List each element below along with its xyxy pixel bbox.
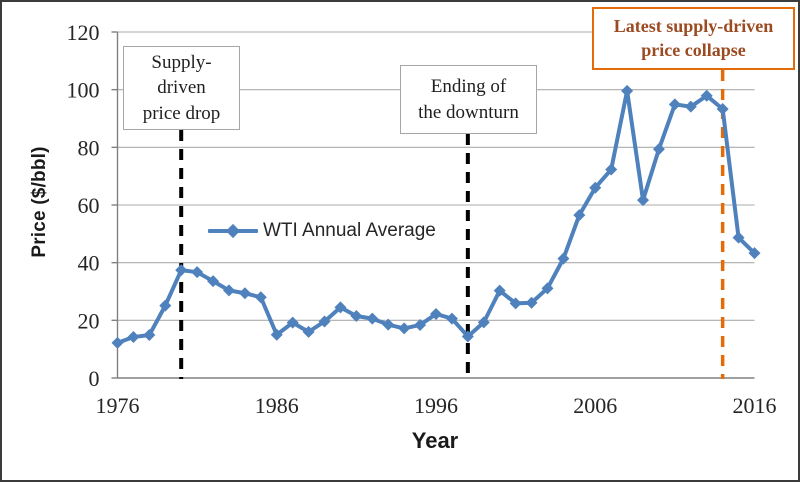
y-tick-label: 40 — [78, 251, 100, 276]
data-point-1979 — [159, 299, 172, 312]
legend: WTI Annual Average — [208, 220, 436, 242]
annotation-text: Supply- driven price drop — [142, 52, 221, 124]
data-point-1981 — [191, 266, 204, 279]
annotation-ending-of-downturn: Ending of the downturn — [400, 65, 537, 134]
annotation-text: Ending of the downturn — [418, 76, 519, 123]
x-tick-label: 2006 — [573, 393, 617, 418]
data-point-1977 — [127, 331, 140, 344]
data-point-2006 — [589, 181, 602, 194]
data-point-2014 — [716, 102, 729, 115]
data-point-2012 — [684, 100, 697, 113]
data-point-2007 — [605, 163, 618, 176]
data-point-1976 — [111, 336, 124, 349]
data-point-2001 — [509, 297, 522, 310]
data-point-2003 — [541, 282, 554, 295]
data-point-1987 — [286, 316, 299, 329]
legend-line-diamond-icon — [208, 223, 258, 239]
data-point-2013 — [700, 89, 713, 102]
x-tick-label: 1996 — [414, 393, 458, 418]
data-point-2005 — [573, 209, 586, 222]
data-point-1988 — [302, 325, 315, 338]
x-axis-title: Year — [411, 428, 459, 453]
data-point-1993 — [382, 318, 395, 331]
y-tick-label: 120 — [67, 20, 100, 45]
data-point-2010 — [652, 143, 665, 156]
data-point-1994 — [398, 322, 411, 335]
data-point-1985 — [254, 291, 267, 304]
x-tick-label: 1986 — [255, 393, 299, 418]
data-point-2015 — [732, 231, 745, 244]
data-point-1991 — [350, 310, 363, 323]
diamond-marker-icon — [225, 223, 241, 239]
data-point-2002 — [525, 296, 538, 309]
data-point-1978 — [143, 329, 156, 342]
data-point-2009 — [637, 194, 650, 207]
y-tick-label: 0 — [89, 366, 100, 391]
data-point-1997 — [445, 312, 458, 325]
data-point-1989 — [318, 315, 331, 328]
annotation-text: Latest supply-driven price collapse — [613, 15, 774, 60]
annotation-latest-supply-driven-collapse: Latest supply-driven price collapse — [592, 7, 795, 70]
y-tick-label: 60 — [78, 193, 100, 218]
data-point-1982 — [207, 275, 220, 288]
data-point-1995 — [414, 318, 427, 331]
data-point-1983 — [222, 284, 235, 297]
y-axis-title: Price ($/bbl) — [29, 146, 50, 258]
x-tick-label: 1976 — [96, 393, 140, 418]
data-point-2016 — [748, 247, 761, 260]
y-tick-label: 80 — [78, 135, 100, 160]
legend-series-label: WTI Annual Average — [263, 220, 436, 241]
data-point-2004 — [557, 252, 570, 265]
data-point-1996 — [430, 307, 442, 320]
data-point-1980 — [175, 264, 188, 277]
data-point-1990 — [334, 301, 347, 314]
y-tick-label: 20 — [78, 308, 100, 333]
x-tick-label: 2016 — [733, 393, 777, 418]
data-point-2008 — [621, 84, 634, 97]
data-point-1986 — [270, 328, 283, 341]
data-point-1998 — [461, 330, 474, 343]
y-tick-label: 100 — [67, 78, 100, 103]
annotation-supply-driven-price-drop: Supply- driven price drop — [123, 46, 240, 130]
data-point-1999 — [477, 316, 490, 329]
data-point-1984 — [238, 287, 251, 300]
data-point-2000 — [493, 284, 506, 297]
data-point-2011 — [668, 98, 681, 111]
data-point-1992 — [366, 312, 379, 325]
